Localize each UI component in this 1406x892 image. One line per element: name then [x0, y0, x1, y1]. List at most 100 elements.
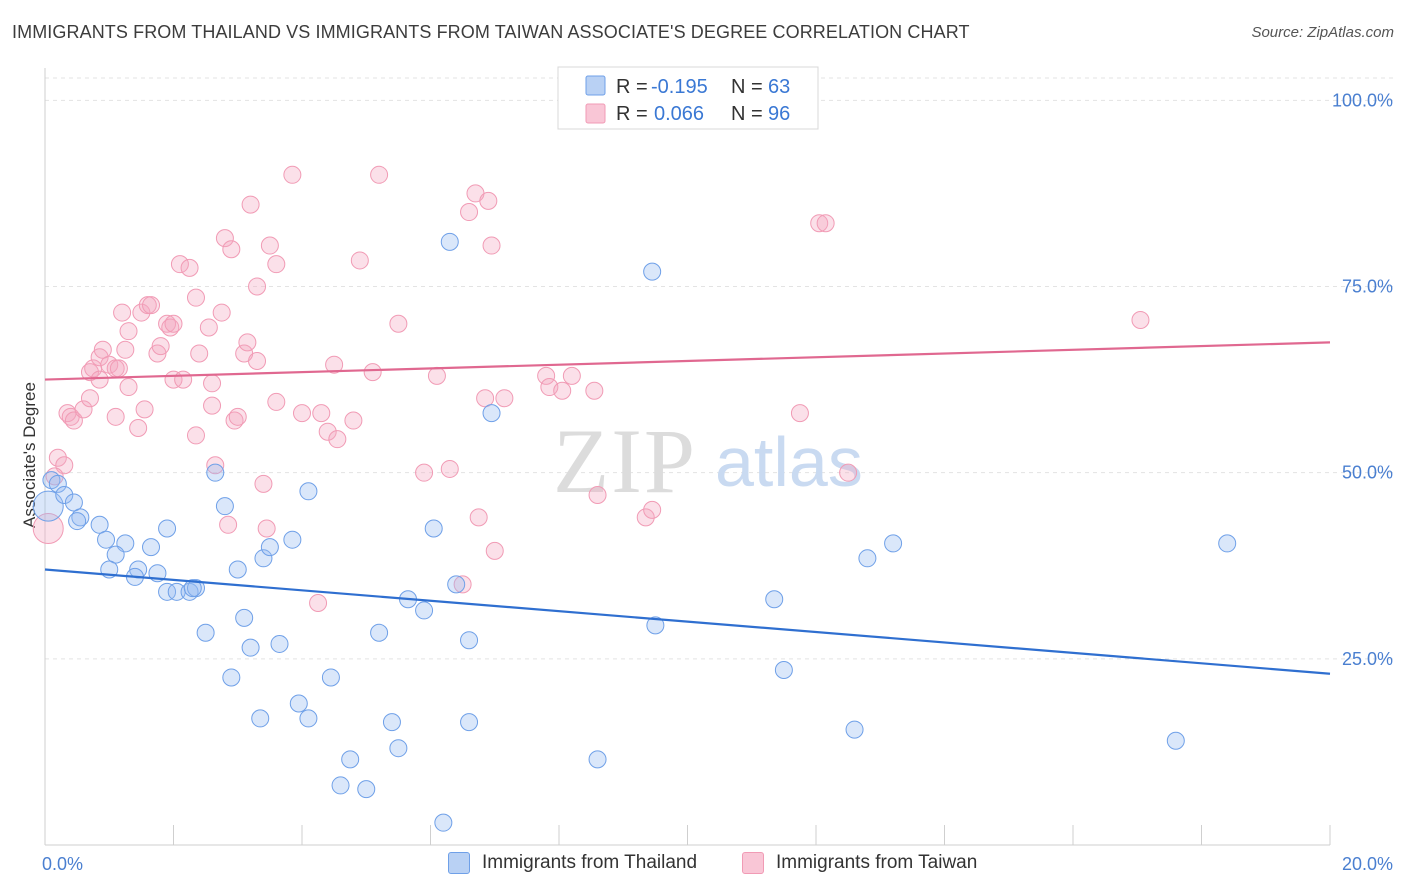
taiwan-point-67: [363, 363, 382, 382]
bottom-legend-thailand-label: Immigrants from Thailand: [482, 852, 698, 873]
taiwan-point-10: [90, 370, 109, 389]
taiwan-point-34: [186, 426, 205, 445]
bottom-legend-taiwan-label: Immigrants from Taiwan: [776, 852, 978, 873]
thailand-point-49: [251, 709, 270, 728]
taiwan-point-69: [389, 314, 408, 333]
taiwan-point-57: [257, 519, 276, 538]
taiwan-point-45: [170, 255, 189, 274]
taiwan-point-66: [350, 251, 369, 270]
taiwan-point-81: [453, 575, 472, 594]
taiwan-point-90: [643, 500, 662, 519]
taiwan-point-78: [495, 389, 514, 408]
thailand-point-43: [643, 262, 662, 281]
legend-box: R = -0.195 N = 63 R = 0.066 N = 96: [557, 66, 819, 130]
chart-source: Source: ZipAtlas.com: [1251, 24, 1394, 41]
y-tick-label-0: 100.0%: [1332, 90, 1393, 110]
taiwan-point-20: [119, 322, 138, 341]
thailand-point-56: [357, 780, 376, 799]
thailand-point-34: [321, 668, 340, 687]
taiwan-point-64: [325, 355, 344, 374]
taiwan-point-61: [312, 404, 331, 423]
taiwan-point-55: [267, 392, 286, 411]
taiwan-point-65: [344, 411, 363, 430]
taiwan-point-77: [476, 389, 495, 408]
taiwan-trend-line: [44, 341, 1331, 381]
taiwan-point-19: [113, 303, 132, 322]
thailand-point-3: [55, 486, 74, 505]
y-tick-label-2: 50.0%: [1342, 463, 1393, 483]
taiwan-point-23: [142, 296, 161, 315]
taiwan-point-1: [48, 448, 67, 467]
taiwan-point-63: [328, 430, 347, 449]
taiwan-point-21: [132, 303, 151, 322]
taiwan-point-93: [816, 214, 835, 233]
taiwan-point-72: [440, 459, 459, 478]
thailand-point-35: [370, 623, 389, 642]
watermark: ZIP atlas: [553, 410, 863, 512]
series-taiwan: [32, 165, 1150, 612]
thailand-point-40: [460, 631, 479, 650]
taiwan-point-49: [222, 240, 241, 259]
taiwan-point-48: [215, 229, 234, 248]
bottom-legend-thailand-swatch: [448, 852, 470, 874]
thailand-point-53: [389, 739, 408, 758]
taiwan-point-44: [248, 351, 267, 370]
thailand-point-44: [646, 616, 665, 635]
taiwan-point-33: [174, 370, 193, 389]
taiwan-point-16: [109, 359, 128, 378]
taiwan-point-17: [116, 340, 135, 359]
thailand-point-59: [774, 661, 793, 680]
taiwan-point-62: [318, 422, 337, 441]
thailand-point-39: [447, 575, 466, 594]
taiwan-point-28: [151, 337, 170, 356]
taiwan-point-68: [370, 165, 389, 184]
taiwan-point-13: [93, 340, 112, 359]
thailand-point-2: [48, 474, 67, 493]
thailand-point-28: [299, 482, 318, 501]
legend-taiwan-n-value: 96: [768, 103, 790, 125]
thailand-point-11: [106, 545, 125, 564]
legend-taiwan-r-label: R =: [616, 103, 648, 125]
gridlines: [45, 77, 1395, 660]
taiwan-point-53: [267, 255, 286, 274]
thailand-point-51: [299, 709, 318, 728]
taiwan-point-25: [129, 418, 148, 437]
thailand-point-23: [206, 463, 225, 482]
y-tick-label-3: 25.0%: [1342, 649, 1393, 669]
taiwan-point-87: [585, 381, 604, 400]
taiwan-point-36: [199, 318, 218, 337]
thailand-point-55: [331, 776, 350, 795]
taiwan-point-70: [415, 463, 434, 482]
thailand-point-42: [440, 232, 459, 251]
axes: [44, 68, 1331, 846]
thailand-point-0: [32, 490, 64, 522]
chart-title: IMMIGRANTS FROM THAILAND VS IMMIGRANTS F…: [12, 22, 970, 42]
taiwan-point-46: [180, 258, 199, 277]
taiwan-point-11: [80, 389, 99, 408]
thailand-point-41: [482, 404, 501, 423]
thailand-point-38: [424, 519, 443, 538]
thailand-point-6: [68, 512, 87, 531]
thailand-point-16: [158, 582, 177, 601]
thailand-point-52: [382, 713, 401, 732]
taiwan-point-71: [427, 366, 446, 385]
taiwan-point-56: [254, 474, 273, 493]
taiwan-point-43: [238, 333, 257, 352]
taiwan-point-59: [219, 515, 238, 534]
x-tick-label-1: 20.0%: [1342, 854, 1393, 874]
taiwan-point-39: [212, 303, 231, 322]
taiwan-point-24: [135, 400, 154, 419]
trend-lines: [44, 341, 1331, 675]
taiwan-point-82: [309, 593, 328, 612]
thailand-point-31: [241, 638, 260, 657]
thailand-point-7: [90, 515, 109, 534]
thailand-point-54: [341, 750, 360, 769]
taiwan-point-35: [190, 344, 209, 363]
legend-thailand-r-label: R =: [616, 76, 648, 98]
taiwan-point-58: [206, 456, 225, 475]
taiwan-point-37: [203, 396, 222, 415]
thailand-point-20: [183, 579, 202, 598]
legend-thailand-n-label: N =: [731, 76, 763, 98]
x-tick-label-0: 0.0%: [42, 854, 83, 874]
